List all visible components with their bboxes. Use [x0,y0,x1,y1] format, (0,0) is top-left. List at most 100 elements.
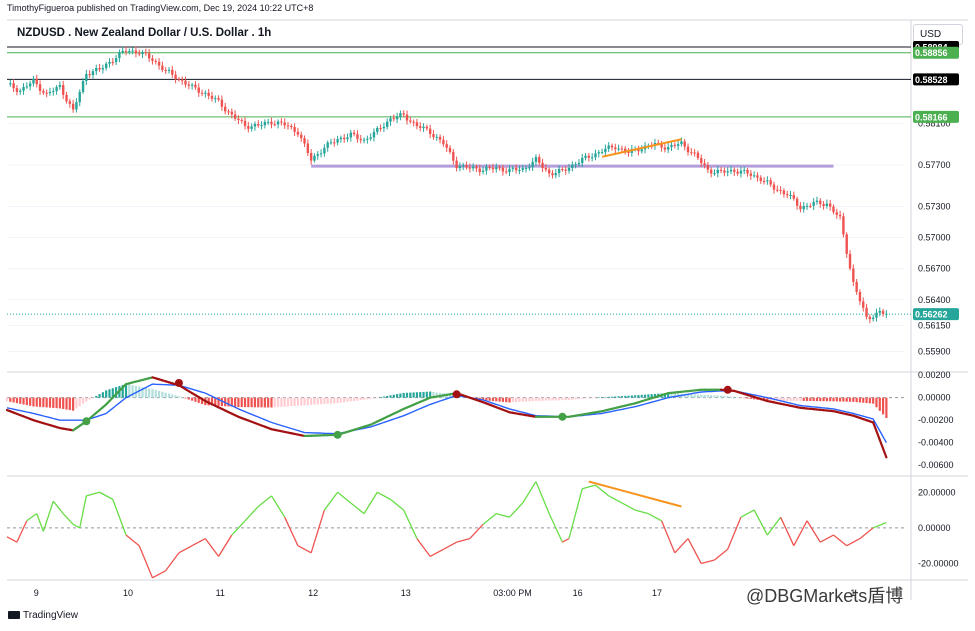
macd-histogram-bar [865,397,868,404]
macd-histogram-bar [564,397,567,401]
macd-histogram-bar [42,397,45,408]
candle-body [491,167,495,170]
candle-body [233,114,237,119]
osc-line-segment [152,570,166,579]
candle-body [782,190,786,195]
candle-body [15,88,19,92]
macd-histogram-bar [481,397,485,401]
candle-body [828,203,832,207]
candle-body [835,212,838,215]
macd-histogram-bar [167,393,171,398]
candle-body [309,153,313,161]
candle-body [600,152,604,154]
macd-histogram-bar [12,397,15,403]
candle-body [98,68,101,70]
macd-histogram-bar [105,390,108,398]
osc-line-segment [218,534,233,557]
macd-histogram-bar [290,397,293,407]
macd-histogram-bar [386,395,389,398]
candle-body [68,101,72,104]
macd-histogram-bar [157,390,161,398]
candle-body [743,169,746,171]
osc-tick-label: 20.00000 [918,487,956,497]
macd-cross-dot [174,379,183,388]
macd-histogram-bar [296,397,300,406]
candle-body [452,151,455,161]
candle-body [164,69,167,71]
candle-body [412,121,415,123]
candle-body [128,50,131,52]
candle-body [531,161,534,168]
macd-histogram-bar [164,392,167,398]
watermark: @DBGMarkets盾博 [746,586,904,606]
macd-histogram-bar [812,397,815,402]
osc-line-segment [496,513,510,518]
candle-body [693,152,696,154]
tradingview-brand: TradingView [8,610,78,621]
candle-body [369,137,372,139]
candle-body [495,167,498,170]
candle-body [528,167,531,169]
candle-body [448,147,452,152]
macd-histogram-bar [343,397,346,403]
candle-body [729,169,733,172]
macd-histogram-bar [227,397,230,407]
candle-body [683,141,686,147]
candle-body [838,214,842,217]
macd-histogram-bar [858,397,862,403]
osc-line-segment [727,516,742,550]
candle-body [739,170,743,174]
osc-line-segment [562,538,570,543]
candle-body [885,313,888,315]
osc-line-segment [714,548,729,561]
candle-body [746,169,749,174]
candle-body [597,152,600,154]
macd-histogram-bar [690,394,693,398]
candle-body [273,124,276,126]
macd-histogram-bar [491,397,495,402]
osc-line-segment [456,537,471,543]
candle-body [571,164,574,168]
candle-body [624,148,627,152]
macd-histogram-bar [81,397,85,404]
macd-histogram-bar [587,397,590,399]
macd-histogram-bar [144,387,147,398]
macd-histogram-bar [561,397,564,401]
macd-histogram-bar [488,397,491,401]
candle-body [776,189,779,191]
symbol-title: NZDUSD . New Zealand Dollar / U.S. Dolla… [17,27,272,39]
osc-line-segment [674,538,689,554]
macd-histogram-bar [306,397,309,406]
candle-body [848,253,852,269]
macd-histogram-bar [630,395,633,398]
macd-histogram-bar [346,397,349,402]
candle-body [62,85,65,95]
candle-body [719,169,723,171]
macd-histogram-bar [62,397,65,409]
macd-histogram-bar [518,397,521,402]
osc-line-segment [79,495,87,529]
osc-line-segment [535,481,550,514]
osc-tick-label: -20.00000 [918,559,959,569]
candle-body [809,205,812,207]
osc-line-segment [819,534,834,543]
macd-histogram-bar [405,392,409,398]
macd-histogram-bar [316,397,319,405]
macd-histogram-bar [108,389,111,398]
macd-histogram-bar [842,397,845,402]
macd-histogram-bar [567,397,571,400]
macd-histogram-bar [366,397,369,400]
macd-fast-line-segment [878,438,885,450]
macd-histogram-bar [753,397,756,400]
candle-body [402,113,405,115]
candle-body [825,203,829,206]
candle-body [574,164,577,166]
macd-histogram-bar [683,393,686,398]
macd-histogram-bar [673,393,676,398]
macd-histogram-bar [524,397,528,402]
macd-histogram-bar [267,397,270,408]
candle-body [392,118,395,120]
candle-body [42,90,45,93]
macd-histogram-bar [852,397,855,402]
